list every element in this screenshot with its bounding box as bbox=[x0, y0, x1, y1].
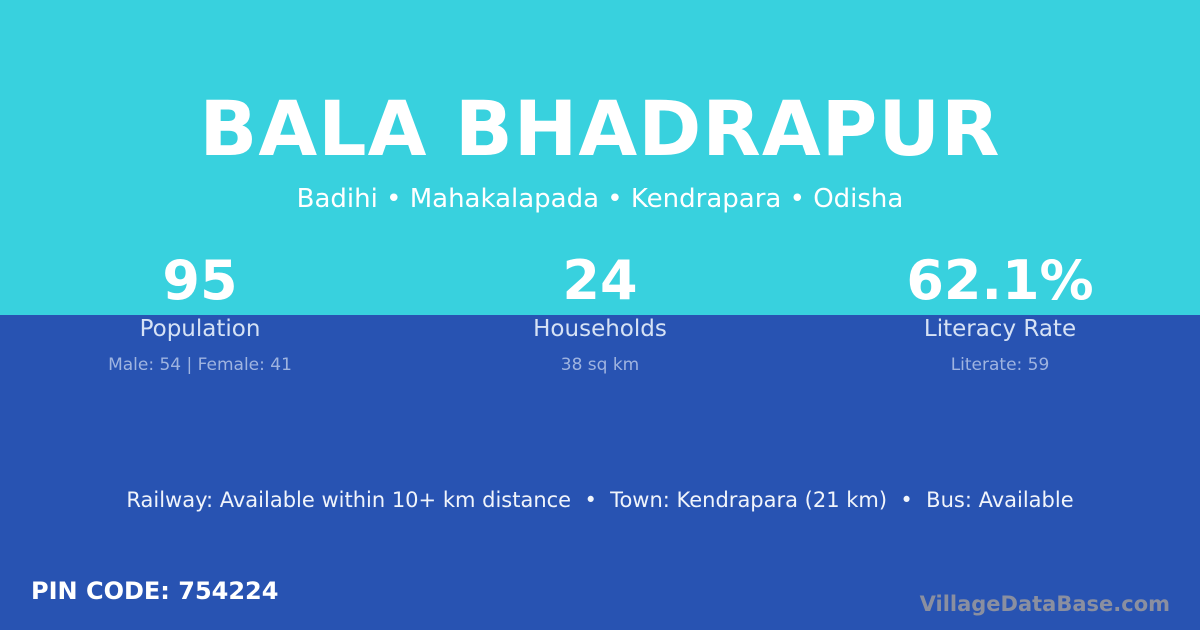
stat-label: Population bbox=[139, 316, 261, 342]
stat-value: 24 bbox=[562, 249, 638, 312]
header-band bbox=[0, 0, 1200, 315]
stat-detail: 38 sq km bbox=[560, 355, 640, 375]
stats-band bbox=[0, 315, 1200, 630]
stat-label: Literacy Rate bbox=[923, 316, 1077, 342]
brand-watermark: VillageDataBase.com bbox=[919, 592, 1170, 616]
stat-value: 95 bbox=[162, 249, 238, 312]
pin-code: PIN CODE: 754224 bbox=[31, 577, 279, 605]
stat-value: 62.1% bbox=[906, 249, 1094, 312]
facilities-line: Railway: Available within 10+ km distanc… bbox=[126, 488, 1074, 512]
village-name: BALA BHADRAPUR bbox=[199, 84, 1001, 173]
location-breadcrumb: Badihi • Mahakalapada • Kendrapara • Odi… bbox=[296, 184, 904, 214]
stat-label: Households bbox=[533, 316, 667, 342]
stat-detail: Male: 54 | Female: 41 bbox=[108, 355, 292, 375]
stat-detail: Literate: 59 bbox=[950, 355, 1050, 375]
